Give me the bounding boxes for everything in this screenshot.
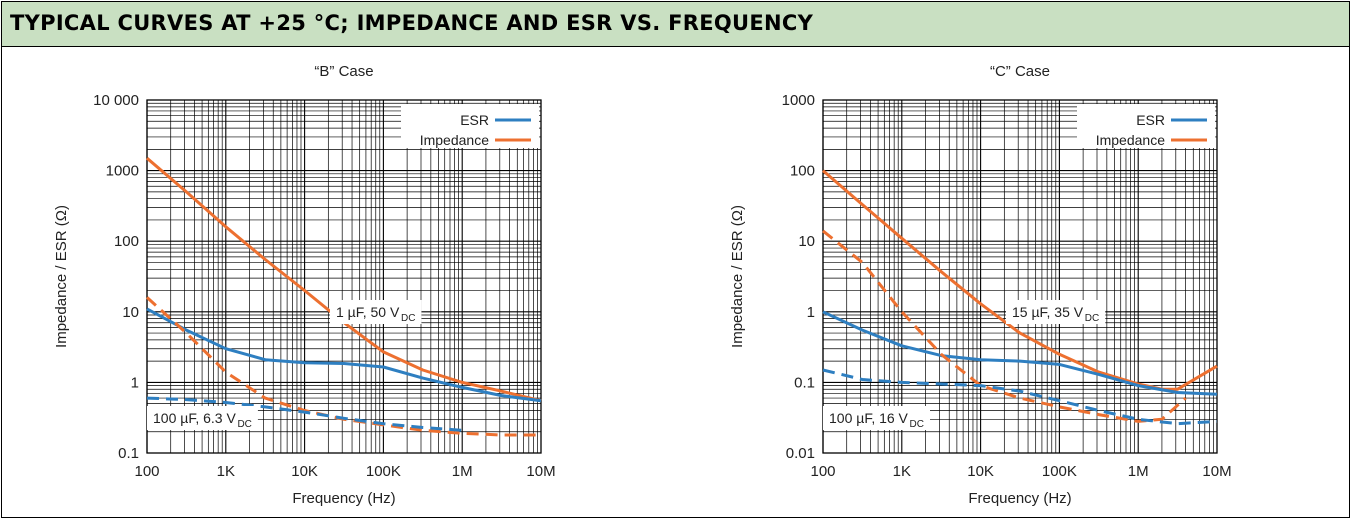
legend-label: ESR bbox=[1136, 112, 1165, 128]
legend-label: ESR bbox=[460, 112, 489, 128]
legend: ESR Impedance bbox=[401, 104, 539, 148]
y-tick-label: 1000 bbox=[106, 163, 139, 180]
x-tick-label: 100K bbox=[1042, 463, 1077, 480]
x-tick-label: 1M bbox=[1128, 463, 1149, 480]
x-tick-label: 1K bbox=[893, 463, 911, 480]
y-tick-label: 0.01 bbox=[786, 445, 815, 462]
chart-c-case: “C” Case 100 1K 10K 100K 1M 10M 0.01 0.1 1 10 100 10… bbox=[729, 63, 1232, 507]
annotation-subscript: DC bbox=[237, 419, 251, 430]
x-tick-label: 100K bbox=[366, 463, 401, 480]
y-tick-label: 1000 bbox=[782, 92, 815, 109]
x-tick-label: 1M bbox=[452, 463, 473, 480]
legend-label: Impedance bbox=[420, 132, 489, 148]
annotation-box bbox=[823, 406, 931, 430]
y-tick-label: 10 000 bbox=[93, 92, 139, 109]
x-tick-label: 1K bbox=[217, 463, 235, 480]
annotation-box bbox=[330, 300, 422, 324]
x-tick-label: 10K bbox=[967, 463, 994, 480]
annotation: 100 µF, 16 V DC bbox=[823, 406, 931, 430]
annotation-subscript: DC bbox=[401, 313, 415, 324]
annotation-text: 15 µF, 35 V bbox=[1012, 304, 1084, 320]
esr-solid-line bbox=[146, 307, 542, 403]
annotation: 100 µF, 6.3 V DC bbox=[147, 406, 258, 430]
y-tick-label: 0.1 bbox=[118, 445, 139, 462]
x-tick-label: 10M bbox=[1202, 463, 1231, 480]
y-tick-label: 0.1 bbox=[794, 374, 815, 391]
annotation-box bbox=[1006, 300, 1106, 324]
chart-title: “C” Case bbox=[990, 63, 1050, 80]
annotation-subscript: DC bbox=[1085, 313, 1099, 324]
annotation-text: 100 µF, 16 V bbox=[829, 410, 909, 426]
y-tick-label: 100 bbox=[790, 163, 815, 180]
y-tick-label: 1 bbox=[131, 374, 139, 391]
annotation-subscript: DC bbox=[910, 419, 924, 430]
chart-b-case: “B” Case 100 1K 10K 100K 1M 10M 0.1 1 10 100 1000 10… bbox=[53, 63, 556, 507]
impedance-solid-line bbox=[822, 169, 1218, 391]
annotation: 15 µF, 35 V DC bbox=[1006, 300, 1106, 324]
x-axis-label: Frequency (Hz) bbox=[292, 490, 395, 507]
annotation-box bbox=[147, 406, 258, 430]
y-tick-label: 1 bbox=[807, 304, 815, 321]
y-tick-label: 10 bbox=[122, 304, 139, 321]
esr-dashed-line bbox=[822, 368, 1218, 426]
x-tick-label: 100 bbox=[134, 463, 159, 480]
x-tick-label: 10M bbox=[526, 463, 555, 480]
plot-border bbox=[822, 99, 1218, 454]
esr-dashed-line bbox=[146, 396, 463, 432]
annotation: 1 µF, 50 V DC bbox=[330, 300, 422, 324]
legend-label: Impedance bbox=[1096, 132, 1165, 148]
legend: ESR Impedance bbox=[1077, 104, 1215, 148]
annotation-text: 1 µF, 50 V bbox=[336, 304, 400, 320]
y-axis-label: Impedance / ESR (Ω) bbox=[729, 205, 746, 348]
y-tick-label: 100 bbox=[114, 233, 139, 250]
esr-solid-line bbox=[822, 310, 1218, 396]
x-tick-label: 100 bbox=[810, 463, 835, 480]
grid-lines bbox=[822, 100, 1217, 454]
x-axis-label: Frequency (Hz) bbox=[968, 490, 1071, 507]
annotation-text: 100 µF, 6.3 V bbox=[153, 410, 236, 426]
y-tick-label: 10 bbox=[798, 233, 815, 250]
section-banner: TYPICAL CURVES AT +25 °C; IMPEDANCE AND … bbox=[2, 2, 1349, 47]
banner-title: TYPICAL CURVES AT +25 °C; IMPEDANCE AND … bbox=[10, 11, 814, 35]
x-tick-label: 10K bbox=[291, 463, 318, 480]
chart-title: “B” Case bbox=[314, 63, 373, 80]
plot-border bbox=[146, 99, 542, 454]
y-axis-label: Impedance / ESR (Ω) bbox=[53, 205, 70, 348]
